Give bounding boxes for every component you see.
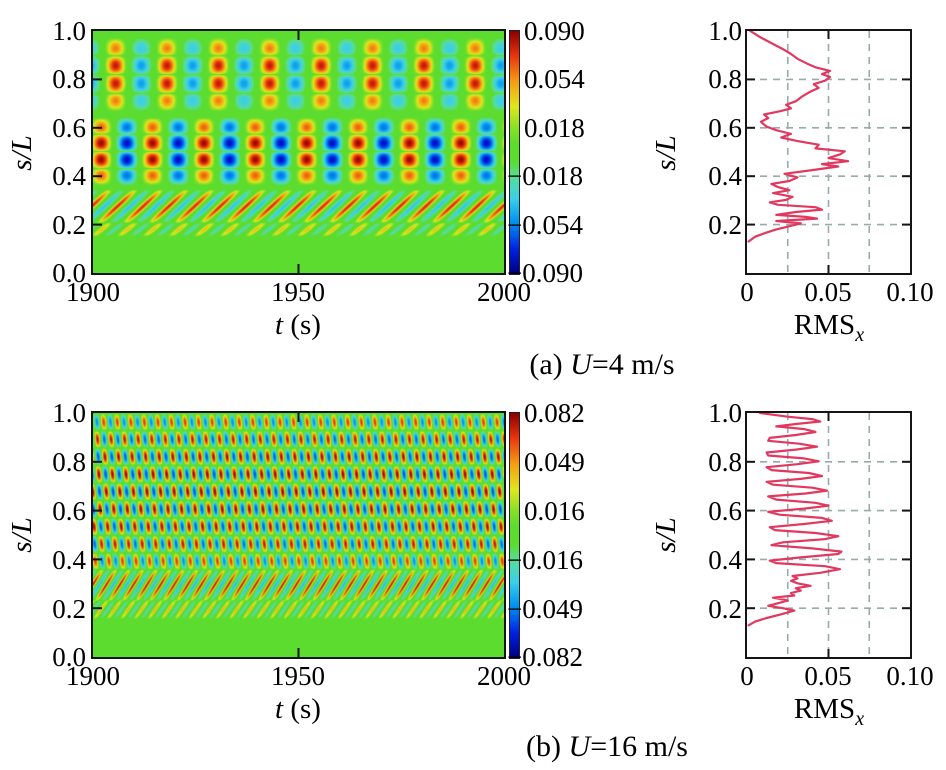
y-tick-label: 0.8 [52, 447, 86, 477]
caption-b-var: U [568, 730, 591, 763]
heatmap-ticks-a [93, 31, 300, 273]
y-axis-label-sL: s/L [6, 517, 38, 553]
y-tick-label: 0.4 [52, 545, 86, 575]
rms-y-tick-label: 0.8 [708, 64, 742, 94]
rms-y-axis-label-sL: s/L [650, 517, 682, 553]
colorbar-tick-label: −0.090 [507, 258, 583, 288]
x-tick-label: 1950 [271, 277, 325, 307]
y-axis-label-sL: s/L [6, 135, 38, 171]
caption-a-prefix: (a) [529, 348, 571, 381]
rms-y-tick-label: 0.4 [708, 161, 742, 191]
rms-y-tick-label: 0.2 [708, 594, 742, 624]
caption-a-var: U [570, 348, 592, 381]
colorbar-a [509, 30, 520, 275]
rms-y-tick-label: 0.4 [708, 545, 742, 575]
rms-y-tick-label: 0.6 [708, 113, 742, 143]
rms-x-tick-label: 0.05 [804, 661, 852, 691]
rms-x-tick-label: 0.10 [886, 277, 934, 307]
heatmap-canvas-a [93, 31, 504, 273]
rms-x-tick-label: 0.05 [804, 277, 852, 307]
y-tick-label: 0.0 [52, 642, 86, 672]
y-tick-label: 0.6 [52, 113, 86, 143]
colorbar-tick-label: −0.018 [507, 161, 583, 191]
heatmap-panel-b [91, 411, 506, 659]
t-symbol: t [275, 309, 284, 341]
rms-x-axis-label: RMSx [749, 693, 909, 729]
colorbar-tick-label: 0.054 [524, 64, 585, 94]
rms-y-tick-label: 0.6 [708, 496, 742, 526]
caption-a-rest: =4 m/s [591, 348, 675, 381]
x-axis-label-t: t (s) [218, 693, 378, 725]
y-tick-label: 0.2 [52, 210, 86, 240]
rms-subscript-x: x [855, 707, 865, 730]
colorbar-tick-label: −0.049 [507, 594, 583, 624]
rms-x-tick-label: 0 [740, 661, 754, 691]
x-tick-label: 1900 [66, 277, 120, 307]
rms-svg-b [747, 413, 910, 657]
y-tick-label: 0.4 [52, 161, 86, 191]
rms-svg-a [747, 31, 910, 273]
colorbar-tick-label: 0.018 [524, 113, 585, 143]
y-tick-label: 0.6 [52, 496, 86, 526]
x-axis-label-t: t (s) [218, 309, 378, 341]
rms-y-tick-label: 1.0 [708, 16, 742, 46]
colorbar-tick-label: 0.016 [524, 496, 585, 526]
colorbar-canvas-a [510, 31, 519, 274]
y-tick-label: 1.0 [52, 16, 86, 46]
rms-text: RMS [793, 309, 856, 341]
caption-b-prefix: (b) [526, 730, 569, 763]
caption-b: (b) U=16 m/s [442, 730, 772, 764]
rms-subscript-x: x [855, 323, 865, 346]
x-tick-label: 2000 [477, 661, 531, 691]
rms-x-tick-label: 0.10 [886, 661, 934, 691]
colorbar-canvas-b [510, 413, 519, 658]
heatmap-panel-a [91, 29, 506, 275]
t-units: (s) [283, 693, 321, 725]
colorbar-tick-label: −0.082 [507, 642, 583, 672]
y-tick-label: 1.0 [52, 398, 86, 428]
rms-x-tick-label: 0 [740, 277, 754, 307]
t-symbol: t [275, 693, 284, 725]
x-tick-label: 2000 [477, 277, 531, 307]
y-tick-label: 0.0 [52, 258, 86, 288]
colorbar-tick-label: −0.054 [507, 210, 583, 240]
rms-y-axis-label-sL: s/L [650, 135, 682, 171]
x-tick-label: 1900 [66, 661, 120, 691]
y-tick-label: 0.2 [52, 594, 86, 624]
t-units: (s) [283, 309, 321, 341]
colorbar-tick-label: −0.016 [507, 545, 583, 575]
rms-y-tick-label: 0.8 [708, 447, 742, 477]
heatmap-canvas-b [93, 413, 504, 657]
colorbar-tick-label: 0.082 [524, 398, 585, 428]
colorbar-tick-label: 0.090 [524, 16, 585, 46]
rms-x-axis-label: RMSx [749, 309, 909, 345]
rms-y-tick-label: 1.0 [708, 398, 742, 428]
caption-b-rest: =16 m/s [590, 730, 688, 763]
rms-plot-b [745, 411, 912, 659]
x-tick-label: 1950 [271, 661, 325, 691]
rms-y-tick-label: 0.2 [708, 210, 742, 240]
caption-a: (a) U=4 m/s [442, 348, 762, 382]
colorbar-b [509, 412, 520, 659]
heatmap-ticks-b [93, 413, 300, 657]
rms-text: RMS [793, 693, 856, 725]
rms-plot-a [745, 29, 912, 275]
colorbar-tick-label: 0.049 [524, 447, 585, 477]
y-tick-label: 0.8 [52, 64, 86, 94]
